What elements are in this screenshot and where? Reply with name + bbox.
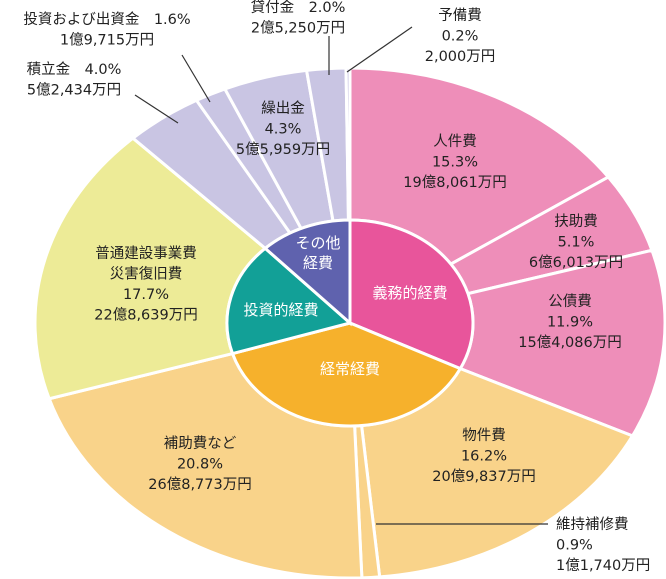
outer-label-4: 維持補修費 0.9% 1億1,740万円 — [556, 516, 650, 574]
outer-label-5: 補助費など 20.8% 26億8,773万円 — [148, 435, 251, 493]
outer-label-3: 物件費 16.2% 20億9,837万円 — [432, 427, 535, 485]
outer-ring — [33, 66, 666, 579]
leader-line-11 — [346, 26, 413, 73]
leader-lines — [134, 26, 548, 525]
inner-label-1: 経常経費 — [320, 360, 380, 378]
inner-label-3: その他経費 — [295, 234, 340, 272]
outer-label-6: 普通建設事業費災害復旧費 17.7% 22億8,639万円 — [94, 245, 197, 324]
outer-label-0: 人件費 15.3% 19億8,061万円 — [403, 133, 506, 191]
inner-ring — [225, 218, 475, 428]
inner-label-0: 義務的経費 — [372, 284, 447, 302]
inner-slice-0 — [348, 218, 475, 371]
inner-slice-3 — [262, 218, 352, 327]
outer-label-9: 繰出金 4.3% 5億5,959万円 — [236, 100, 330, 158]
inner-label-2: 投資的経費 — [243, 301, 318, 319]
outer-label-2: 公債費 11.9% 15億4,086万円 — [518, 293, 621, 351]
outer-slice-11 — [344, 66, 352, 222]
outer-label-1: 扶助費 5.1% 6億6,013万円 — [529, 213, 623, 271]
outer-label-8: 投資および出資金 1.6% 1億9,715万円 — [23, 11, 190, 49]
leader-line-8 — [181, 54, 211, 103]
inner-slice-2 — [225, 246, 354, 356]
leader-line-7 — [134, 94, 179, 124]
outer-label-11: 予備費 0.2% 2,000万円 — [425, 7, 496, 65]
inner-slice-1 — [230, 321, 463, 428]
outer-label-7: 積立金 4.0% 5億2,434万円 — [27, 61, 122, 99]
outer-label-10: 貸付金 2.0% 2億5,250万円 — [251, 0, 346, 37]
